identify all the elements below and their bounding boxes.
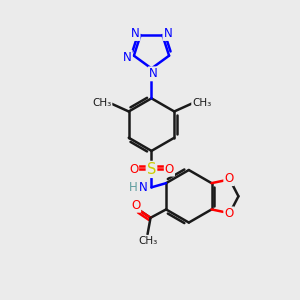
Text: O: O	[131, 199, 140, 212]
Text: O: O	[224, 207, 233, 220]
Text: CH₃: CH₃	[192, 98, 211, 107]
Text: N: N	[148, 68, 158, 80]
Text: S: S	[147, 162, 156, 177]
Text: N: N	[164, 27, 172, 40]
Text: N: N	[131, 27, 140, 40]
Text: H: H	[129, 181, 137, 194]
Text: N: N	[123, 51, 132, 64]
Text: CH₃: CH₃	[92, 98, 112, 107]
Text: O: O	[224, 172, 233, 185]
Text: O: O	[129, 163, 138, 176]
Text: O: O	[165, 163, 174, 176]
Text: N: N	[139, 181, 148, 194]
Text: CH₃: CH₃	[138, 236, 157, 246]
